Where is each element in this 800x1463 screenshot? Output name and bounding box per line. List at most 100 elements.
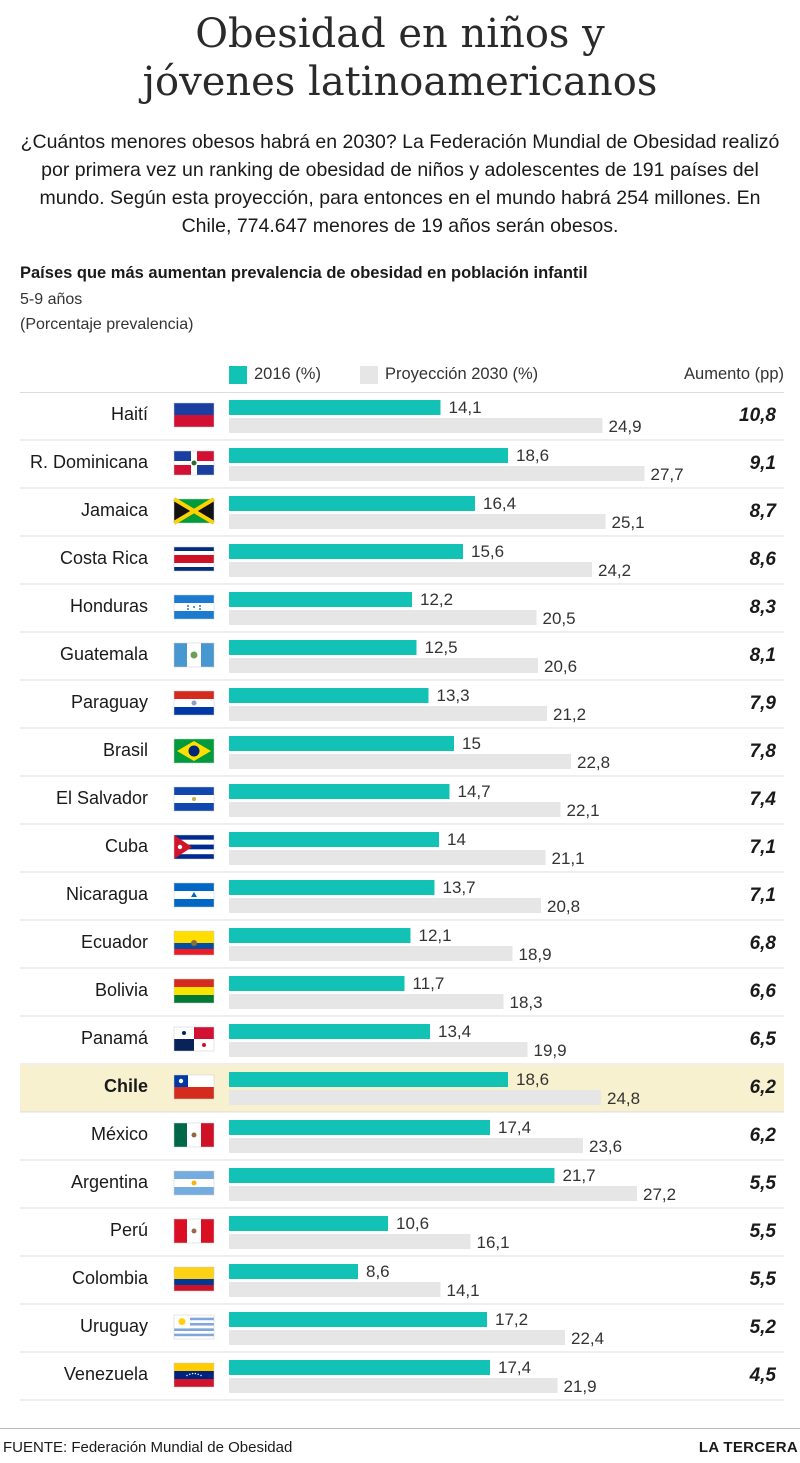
chart-row: Jamaica 16,4 25,1 8,7: [20, 494, 784, 537]
country-label: El Salvador: [56, 788, 148, 808]
flag-part: [174, 1087, 214, 1099]
flag-part: [174, 931, 214, 943]
flag-part: [174, 403, 214, 415]
bar-2030: [229, 1186, 637, 1201]
country-label: Nicaragua: [66, 884, 149, 904]
unit-note: (Porcentaje prevalencia): [20, 316, 194, 333]
flag-part: [174, 643, 187, 667]
country-label: R. Dominicana: [30, 452, 149, 472]
page-title: Obesidad en niños y jóvenes latinoameric…: [0, 10, 800, 106]
bar-2016-value-label: 13,7: [443, 878, 476, 897]
bar-2016-value-label: 11,7: [413, 974, 445, 993]
flag-part: [191, 940, 197, 946]
age-range-label: 5-9 años: [20, 291, 83, 308]
flag-part: [174, 1336, 214, 1339]
increase-value-label: 7,9: [750, 693, 777, 714]
country-label: Panamá: [81, 1028, 149, 1048]
chart-row: Uruguay 17,2 22,4 5,2: [20, 1310, 784, 1353]
flag-border: [173, 1026, 215, 1052]
guatemala-flag-icon: [173, 642, 215, 668]
flag-part: [191, 1228, 197, 1234]
chile-flag-icon: [173, 1074, 215, 1100]
peru-flag-icon: [173, 1218, 215, 1244]
flag-part: [174, 1379, 214, 1387]
haiti-flag-icon: [173, 402, 215, 428]
flag-part: [174, 844, 214, 850]
flag-part: [174, 1320, 214, 1323]
country-label: Argentina: [71, 1172, 149, 1192]
country-label: México: [91, 1124, 148, 1144]
chart-legend: 2016 (%) Proyección 2030 (%) Aumento (pp…: [0, 365, 800, 389]
increase-value-label: 6,8: [750, 933, 777, 954]
country-label: Costa Rica: [60, 548, 149, 568]
bar-2030-value-label: 20,8: [547, 897, 580, 916]
flag-part: [174, 707, 214, 715]
bar-2030: [229, 946, 513, 961]
increase-value-label: 6,2: [750, 1077, 777, 1098]
bar-2030: [229, 562, 592, 577]
flag-part: [178, 1318, 186, 1326]
bar-2030: [229, 514, 606, 529]
bar-2030: [229, 1042, 528, 1057]
country-label: Colombia: [72, 1268, 149, 1288]
flag-part: [177, 844, 183, 850]
venezuela-flag-icon: [173, 1362, 215, 1388]
flag-border: [173, 978, 215, 1004]
bar-2030-value-label: 24,2: [598, 561, 631, 580]
bar-2030-value-label: 24,9: [609, 417, 642, 436]
bar-2030: [229, 994, 504, 1009]
flag-part: [174, 1039, 194, 1051]
bar-2030-value-label: 14,1: [447, 1281, 480, 1300]
flag-part: [174, 995, 214, 1003]
country-label: Venezuela: [64, 1364, 149, 1384]
flag-part: [174, 555, 214, 563]
bar-2016: [229, 448, 508, 463]
bar-2030: [229, 1330, 565, 1345]
bar-2016: [229, 496, 475, 511]
flag-part: [194, 1027, 214, 1039]
increase-value-label: 8,7: [750, 501, 778, 522]
bar-2016-value-label: 12,1: [419, 926, 452, 945]
bar-2016: [229, 640, 417, 655]
legend-label-2030: Proyección 2030 (%): [385, 365, 539, 383]
bar-2016: [229, 880, 435, 895]
bar-2030-value-label: 21,1: [552, 849, 585, 868]
flag-part: [197, 451, 214, 461]
source-note: FUENTE: Federación Mundial de Obesidad: [3, 1439, 293, 1456]
flag-part: [174, 835, 192, 859]
flag-part: [174, 1323, 214, 1326]
legend-item-2016: 2016 (%): [229, 365, 321, 384]
country-label: Guatemala: [60, 644, 149, 664]
country-label: Uruguay: [80, 1316, 148, 1336]
country-label: Brasil: [103, 740, 148, 760]
bolivia-flag-icon: [173, 978, 215, 1004]
flag-part: [174, 987, 214, 995]
bar-2030-value-label: 24,8: [607, 1089, 640, 1108]
flag-part: [174, 1315, 214, 1318]
bar-2016: [229, 784, 450, 799]
bar-2016: [229, 592, 412, 607]
bar-2016-value-label: 18,6: [516, 1070, 549, 1089]
increase-value-label: 5,2: [750, 1317, 777, 1338]
flag-border: [173, 1218, 215, 1244]
brazil-flag-icon: [173, 738, 215, 764]
flag-part: [174, 1285, 214, 1291]
honduras-flag-icon: [173, 594, 215, 620]
bar-chart: Haití 14,1 24,9 10,8 R. Dominicana 18,6 27,7 9,…: [20, 392, 784, 1401]
flag-border: [173, 594, 215, 620]
bar-2030-value-label: 18,3: [510, 993, 543, 1012]
bar-2016: [229, 736, 454, 751]
bar-2030: [229, 898, 541, 913]
costa-rica-flag-icon: [173, 546, 215, 572]
panama-flag-icon: [173, 1026, 215, 1052]
bar-2030: [229, 850, 546, 865]
chart-row: Costa Rica 15,6 24,2 8,6: [20, 542, 784, 585]
bar-2016: [229, 688, 429, 703]
flag-part: [174, 899, 214, 907]
flag-border: [173, 690, 215, 716]
increase-value-label: 7,8: [750, 741, 777, 762]
chart-row: Colombia 8,6 14,1 5,5: [20, 1262, 784, 1305]
mexico-flag-icon: [173, 1122, 215, 1148]
paraguay-flag-icon: [173, 690, 215, 716]
increase-value-label: 6,5: [750, 1029, 777, 1050]
